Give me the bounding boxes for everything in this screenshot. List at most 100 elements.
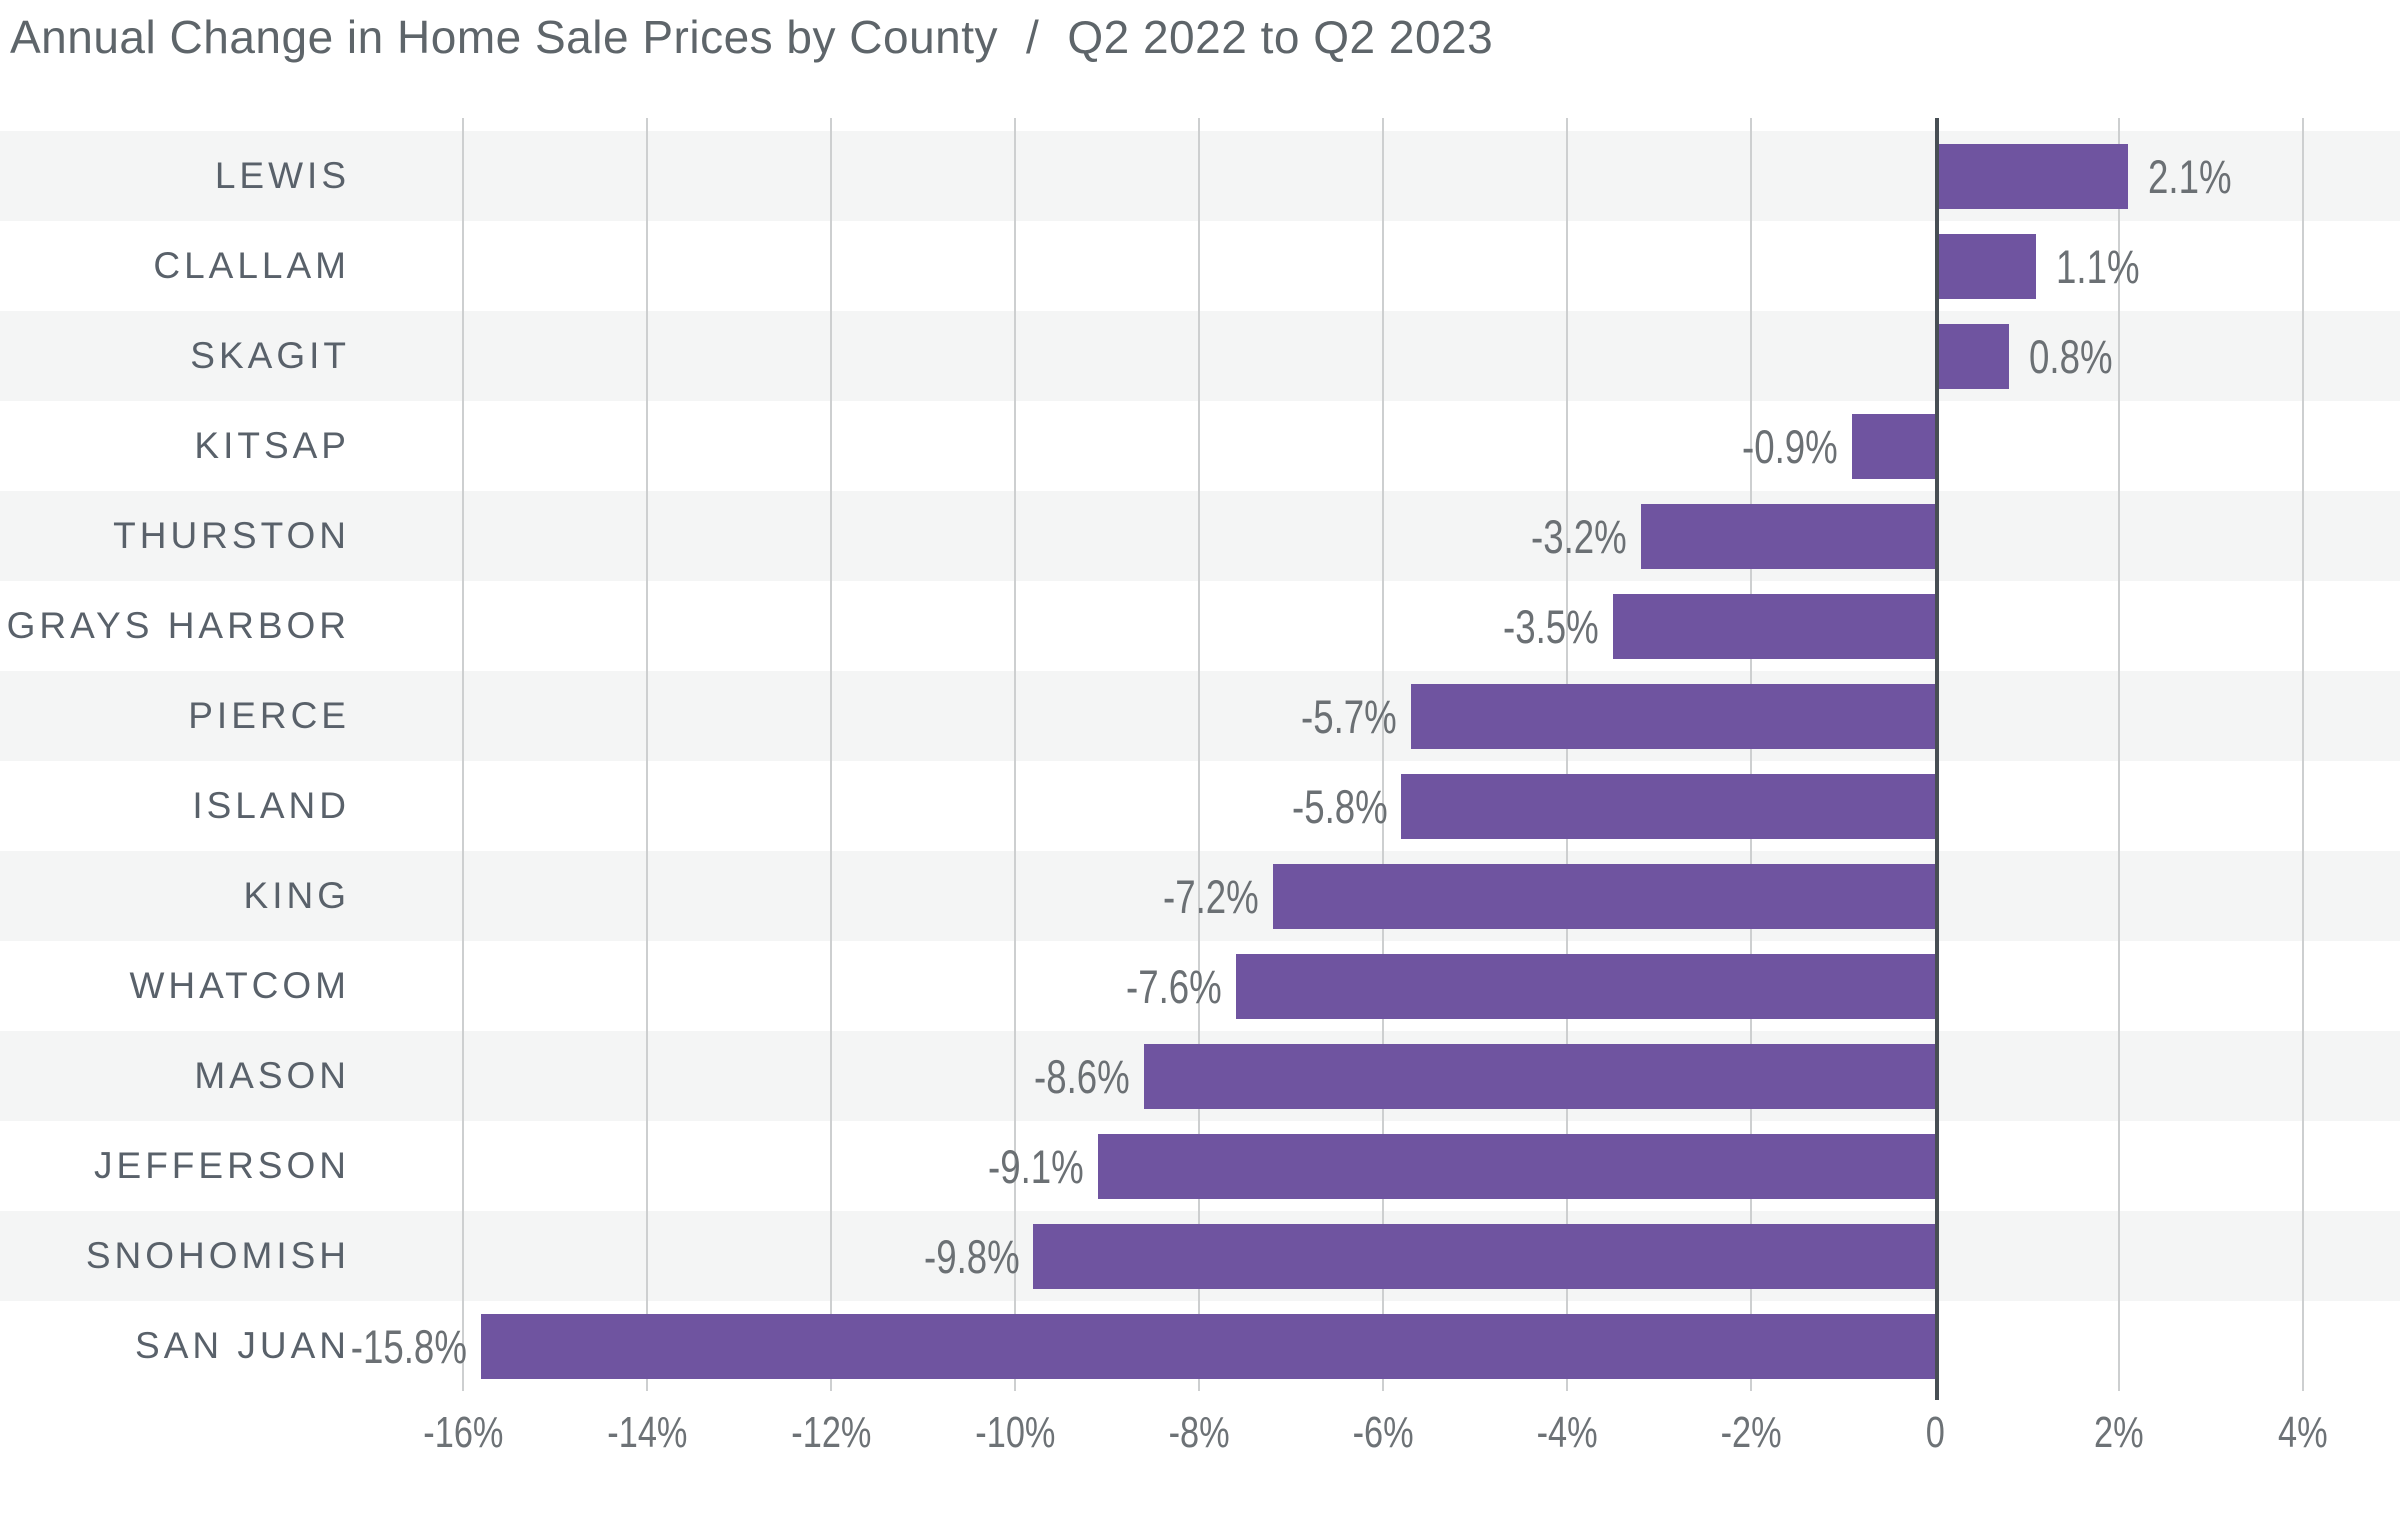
value-label: -3.5%: [1476, 594, 1599, 659]
x-axis-tick-text: 0: [1925, 1408, 1945, 1457]
chart-title: Annual Change in Home Sale Prices by Cou…: [10, 10, 1493, 64]
value-label: 1.1%: [2056, 234, 2163, 299]
row-band: [0, 941, 2400, 1031]
gridline: [1014, 118, 1016, 1391]
bar: [1939, 324, 2009, 389]
gridline: [830, 118, 832, 1391]
value-label: 0.8%: [2029, 324, 2136, 389]
x-axis-tick-label: -10%: [935, 1408, 1095, 1458]
value-label-text: -7.6%: [1126, 960, 1222, 1013]
value-label-text: -15.8%: [351, 1320, 468, 1373]
x-axis-tick-text: -16%: [422, 1408, 504, 1457]
county-label: KITSAP: [194, 425, 350, 466]
county-label: GRAYS HARBOR: [6, 605, 350, 646]
value-label: -7.6%: [1099, 954, 1222, 1019]
x-axis-tick-label: -4%: [1487, 1408, 1647, 1458]
bar: [1235, 954, 1935, 1019]
bar: [1401, 774, 1935, 839]
x-axis-tick-label: -12%: [751, 1408, 911, 1458]
county-label: SAN JUAN: [135, 1325, 350, 1366]
x-axis-tick-label: -8%: [1119, 1408, 1279, 1458]
gridline: [1750, 118, 1752, 1391]
x-axis-tick-text: 4%: [2278, 1408, 2328, 1457]
gridline: [1566, 118, 1568, 1391]
chart-title-separator: /: [1026, 11, 1040, 63]
row-band: [0, 761, 2400, 851]
value-label: -5.7%: [1274, 684, 1397, 749]
bar: [1613, 594, 1935, 659]
county-label: THURSTON: [113, 515, 350, 556]
county-label: SNOHOMISH: [85, 1235, 350, 1276]
value-label: -9.8%: [897, 1224, 1020, 1289]
value-label-text: 2.1%: [2148, 150, 2232, 203]
x-axis-tick-text: -6%: [1352, 1408, 1414, 1457]
county-label: ISLAND: [192, 785, 350, 826]
value-label-text: -5.8%: [1291, 780, 1388, 833]
bar: [1143, 1044, 1935, 1109]
gridline: [1382, 118, 1384, 1391]
value-label: -9.1%: [961, 1134, 1084, 1199]
x-axis-tick-label: 0: [1855, 1408, 2015, 1458]
value-label-text: -3.2%: [1530, 510, 1627, 563]
row-band: [0, 401, 2400, 491]
value-label: -8.6%: [1007, 1044, 1130, 1109]
bar: [1410, 684, 1935, 749]
value-label: -5.8%: [1265, 774, 1388, 839]
county-label: WHATCOM: [129, 965, 350, 1006]
x-axis-tick-label: -16%: [383, 1408, 543, 1458]
value-label-text: -9.1%: [988, 1140, 1084, 1193]
gridline: [646, 118, 648, 1391]
value-label: -7.2%: [1136, 864, 1259, 929]
zero-axis-line: [1935, 118, 1939, 1400]
x-axis-tick-label: 4%: [2223, 1408, 2383, 1458]
value-label-text: -5.7%: [1300, 690, 1397, 743]
x-axis-tick-text: -4%: [1536, 1408, 1598, 1457]
bar: [1939, 144, 2129, 209]
gridline: [1198, 118, 1200, 1391]
x-axis-tick-label: -14%: [567, 1408, 727, 1458]
value-label-text: -8.6%: [1034, 1050, 1130, 1103]
bar: [1033, 1224, 1935, 1289]
value-label-text: -0.9%: [1742, 420, 1839, 473]
row-band: [0, 221, 2400, 311]
gridline: [462, 118, 464, 1391]
row-band: [0, 671, 2400, 761]
x-axis-tick-label: -6%: [1303, 1408, 1463, 1458]
value-label: 2.1%: [2148, 144, 2255, 209]
row-band: [0, 491, 2400, 581]
value-label-text: 1.1%: [2056, 240, 2140, 293]
gridline: [2302, 118, 2304, 1391]
bar: [1097, 1134, 1935, 1199]
x-axis-tick-text: -14%: [606, 1408, 688, 1457]
value-label-text: -9.8%: [923, 1230, 1020, 1283]
x-axis-tick-label: -2%: [1671, 1408, 1831, 1458]
row-band: [0, 581, 2400, 671]
county-label: PIERCE: [188, 695, 350, 736]
x-axis-tick-text: -2%: [1720, 1408, 1782, 1457]
value-label: -0.9%: [1715, 414, 1838, 479]
county-label: JEFFERSON: [94, 1145, 350, 1186]
x-axis-tick-label: 2%: [2039, 1408, 2199, 1458]
value-label-text: -7.2%: [1162, 870, 1259, 923]
bar: [481, 1314, 1935, 1379]
chart-title-period: Q2 2022 to Q2 2023: [1067, 11, 1494, 63]
county-label: MASON: [194, 1055, 350, 1096]
bar: [1939, 234, 2037, 299]
county-label: CLALLAM: [153, 245, 350, 286]
x-axis-tick-text: -8%: [1168, 1408, 1230, 1457]
x-axis-tick-text: -10%: [974, 1408, 1056, 1457]
bar: [1272, 864, 1935, 929]
value-label: -15.8%: [318, 1314, 467, 1379]
county-label: SKAGIT: [190, 335, 350, 376]
gridline: [2118, 118, 2120, 1391]
value-label-text: -3.5%: [1503, 600, 1599, 653]
chart-title-main: Annual Change in Home Sale Prices by Cou…: [10, 11, 999, 63]
county-label: KING: [243, 875, 350, 916]
x-axis-tick-text: -12%: [790, 1408, 872, 1457]
x-axis-tick-text: 2%: [2094, 1408, 2144, 1457]
value-label: -3.2%: [1504, 504, 1627, 569]
bar: [1640, 504, 1935, 569]
bar: [1852, 414, 1935, 479]
row-band: [0, 851, 2400, 941]
